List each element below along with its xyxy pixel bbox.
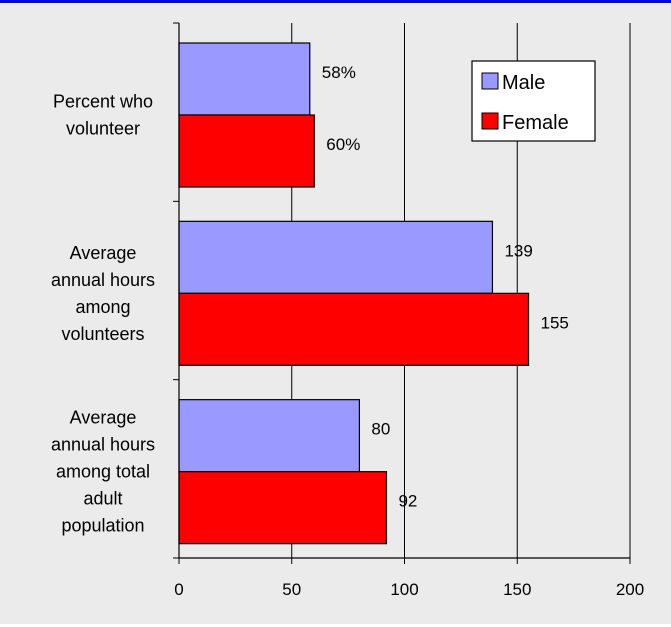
data-label-female-0: 60%	[326, 135, 360, 154]
bar-male-1	[178, 220, 494, 294]
category-label-line: adult	[83, 489, 122, 509]
data-label-male-2: 80	[371, 420, 390, 439]
category-label-line: volunteers	[61, 324, 144, 344]
x-tick-label: 200	[616, 580, 644, 599]
category-labels: Percent who volunteer Average annual hours a…	[51, 92, 155, 536]
x-tick-label: 100	[390, 580, 418, 599]
category-label-line: annual hours	[51, 270, 155, 290]
legend-label-female: Female	[502, 112, 569, 134]
category-label-line: Percent who	[53, 92, 153, 112]
axes	[173, 22, 631, 564]
legend: Male Female	[471, 60, 596, 142]
data-labels: 58% 60% 139 155 80 92	[322, 63, 569, 511]
category-label-line: among	[75, 297, 130, 317]
data-label-male-0: 58%	[322, 63, 356, 82]
category-label-line: annual hours	[51, 435, 155, 455]
bar-male-0	[178, 42, 311, 116]
data-label-female-1: 155	[541, 313, 569, 332]
bars	[178, 42, 530, 545]
category-label-line: among total	[56, 462, 150, 482]
data-label-male-1: 139	[504, 241, 532, 260]
bar-female-1	[178, 292, 530, 366]
category-label-line: Average	[70, 243, 137, 263]
legend-swatch-male	[481, 72, 499, 90]
x-tick-label: 50	[282, 580, 301, 599]
bar-chart: Percent who volunteer Average annual hours a…	[51, 22, 644, 599]
bar-female-0	[178, 114, 315, 188]
category-label-line: volunteer	[66, 119, 140, 139]
bar-female-2	[178, 471, 388, 545]
legend-swatch-female	[481, 112, 499, 130]
x-tick-label: 150	[503, 580, 531, 599]
category-label-line: Average	[70, 408, 137, 428]
bar-male-2	[178, 399, 360, 473]
x-tick-label: 0	[174, 580, 183, 599]
category-label-line: population	[61, 516, 144, 536]
legend-label-male: Male	[502, 72, 545, 94]
x-tick-labels: 0 50 100 150 200	[174, 580, 644, 599]
data-label-female-2: 92	[398, 492, 417, 511]
